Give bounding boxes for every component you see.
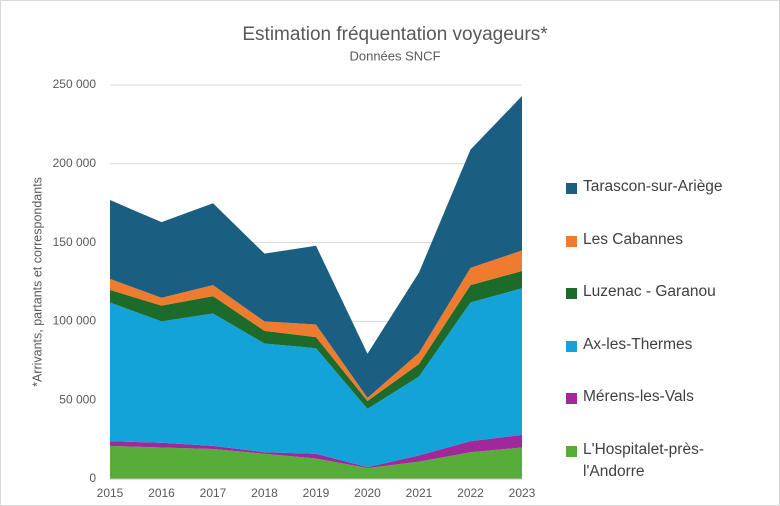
area [110,96,522,398]
legend-item: L'Hospitalet-près-l'Andorre [566,435,766,488]
x-tick-label: 2016 [148,486,175,500]
legend-item: Ax-les-Thermes [566,330,766,383]
y-tick-label: 100 000 [53,314,97,328]
area [110,434,522,468]
x-tick-label: 2023 [509,486,536,500]
area [110,445,522,479]
legend-swatch [566,288,577,299]
y-tick-label: 200 000 [53,156,97,170]
legend-item: Tarascon-sur-Ariège [566,172,766,225]
y-tick-label: 0 [89,471,96,485]
x-tick-label: 2019 [303,486,330,500]
legend: Tarascon-sur-Ariège Les Cabannes Luzenac -… [566,172,766,487]
x-tick-label: 2021 [406,486,433,500]
legend-label: Ax-les-Thermes [583,335,693,353]
x-tick-label: 2022 [457,486,484,500]
chart-subtitle: Données SNCF [349,48,440,63]
legend-label: L'Hospitalet-près-l'Andorre [583,440,704,480]
chart-title: Estimation fréquentation voyageurs* [242,24,548,45]
area [110,288,522,468]
y-tick-label: 150 000 [53,235,97,249]
legend-label: Luzenac - Garanou [583,283,716,300]
legend-item: Luzenac - Garanou [566,277,766,330]
legend-item: Mérens-les-Vals [566,382,766,435]
y-axis-label: *Arrivants, partants et correspondants [30,177,44,387]
y-tick-label: 250 000 [53,77,97,91]
x-tick-label: 2015 [97,486,124,500]
area [110,270,522,409]
x-tick-label: 2018 [251,486,278,500]
x-tick-label: 2020 [354,486,381,500]
legend-swatch [566,235,577,247]
x-tick-label: 2017 [200,486,227,500]
legend-swatch [566,445,577,457]
y-tick-label: 50 000 [59,392,96,406]
legend-swatch [566,393,577,404]
legend-label: Les Cabannes [583,230,683,248]
legend-item: Les Cabannes [566,225,766,278]
legend-label: Tarascon-sur-Ariège [583,178,723,195]
legend-swatch [566,340,577,352]
legend-swatch [566,183,577,194]
area [110,250,522,401]
legend-label: Mérens-les-Vals [583,388,694,405]
